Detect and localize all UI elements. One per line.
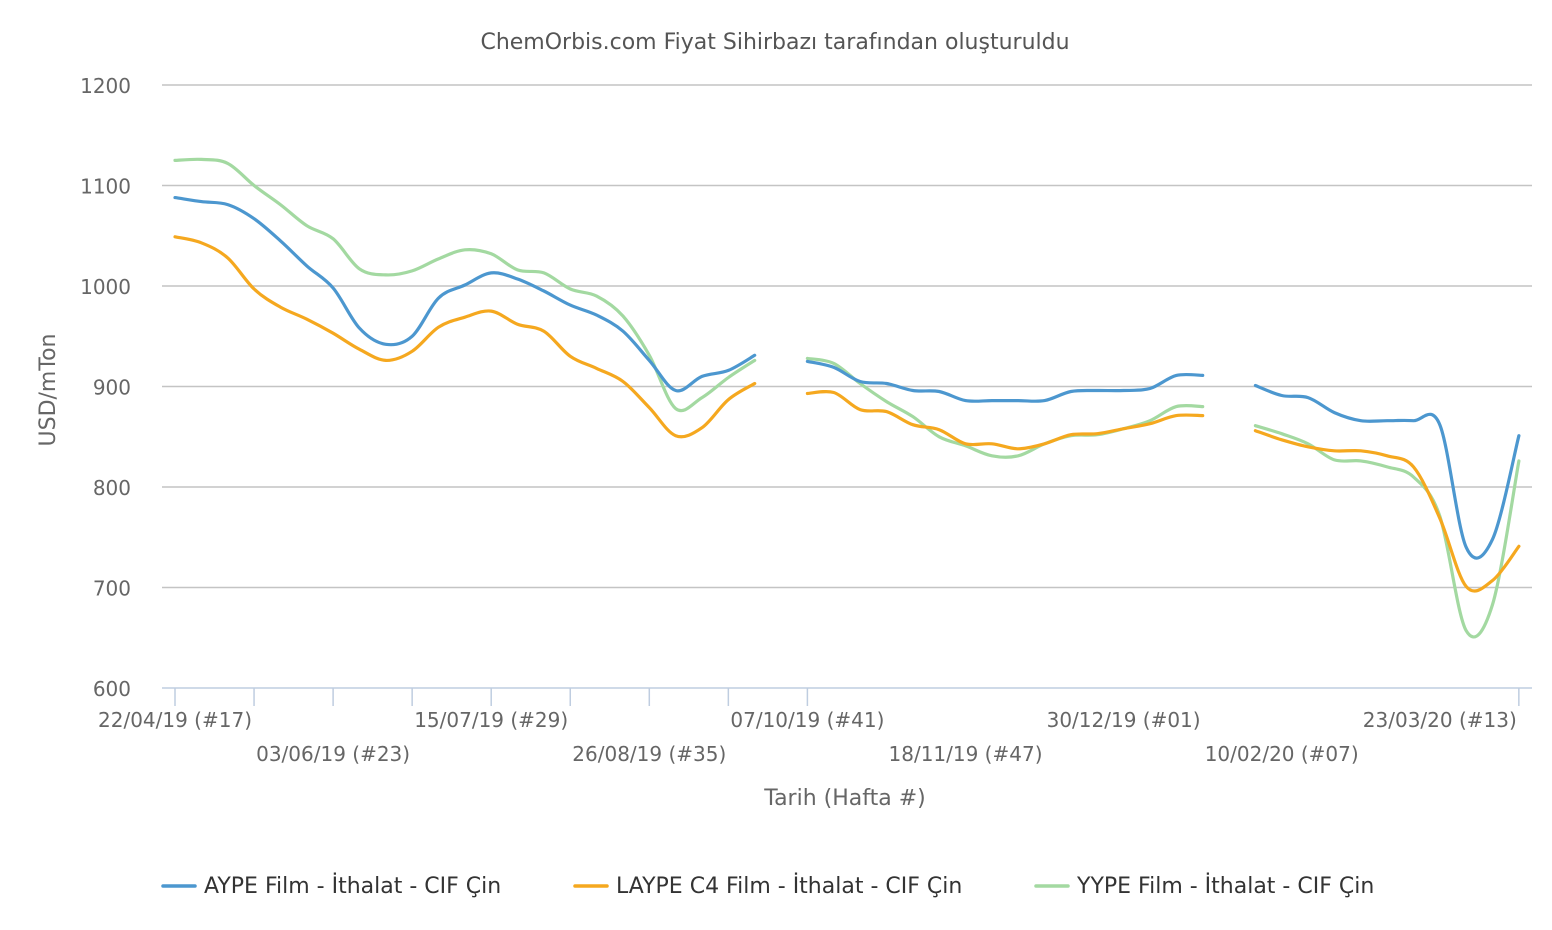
legend-label-yype: YYPE Film - İthalat - CIF Çin [1076, 873, 1374, 899]
y-tick-label: 1100 [80, 175, 131, 199]
series-line-aype [805, 359, 1205, 403]
series-line-yype [1253, 424, 1521, 639]
legend: AYPE Film - İthalat - CIF Çin LAYPE C4 Fi… [161, 873, 1374, 899]
legend-label-laype: LAYPE C4 Film - İthalat - CIF Çin [616, 873, 962, 899]
x-tick-label: 26/08/19 (#35) [572, 742, 726, 766]
series-line-aype [1253, 383, 1521, 560]
series-line-laype [1253, 429, 1521, 593]
y-tick-label: 900 [93, 376, 131, 400]
x-tick-label: 23/03/20 (#13) [1363, 708, 1517, 732]
chart-title: ChemOrbis.com Fiyat Sihirbazı tarafından… [480, 30, 1069, 55]
y-axis-title: USD/mTon [36, 334, 61, 447]
series-line-aype [173, 196, 757, 393]
x-axis-title: Tarih (Hafta #) [763, 786, 925, 811]
gridlines [162, 84, 1532, 589]
y-tick-label: 600 [93, 677, 131, 701]
x-tick-label: 15/07/19 (#29) [414, 708, 568, 732]
x-tick-label: 18/11/19 (#47) [889, 742, 1043, 766]
legend-label-aype: AYPE Film - İthalat - CIF Çin [204, 873, 501, 899]
series-line-laype [805, 389, 1205, 451]
x-tick-label: 10/02/20 (#07) [1205, 742, 1359, 766]
y-tick-label: 1200 [80, 74, 131, 98]
series-line-yype [805, 356, 1205, 459]
series-lines [173, 157, 1521, 639]
x-axis: 22/04/19 (#17)03/06/19 (#23)15/07/19 (#2… [98, 687, 1532, 766]
y-tick-label: 800 [93, 476, 131, 500]
series-line-laype [173, 235, 757, 439]
y-axis: 600 700 800 900 1000 1100 1200 [80, 74, 131, 701]
x-tick-label: 22/04/19 (#17) [98, 708, 252, 732]
x-tick-label: 07/10/19 (#41) [730, 708, 884, 732]
x-tick-label: 30/12/19 (#01) [1047, 708, 1201, 732]
x-tick-label: 03/06/19 (#23) [256, 742, 410, 766]
y-tick-label: 1000 [80, 275, 131, 299]
y-tick-label: 700 [93, 577, 131, 601]
